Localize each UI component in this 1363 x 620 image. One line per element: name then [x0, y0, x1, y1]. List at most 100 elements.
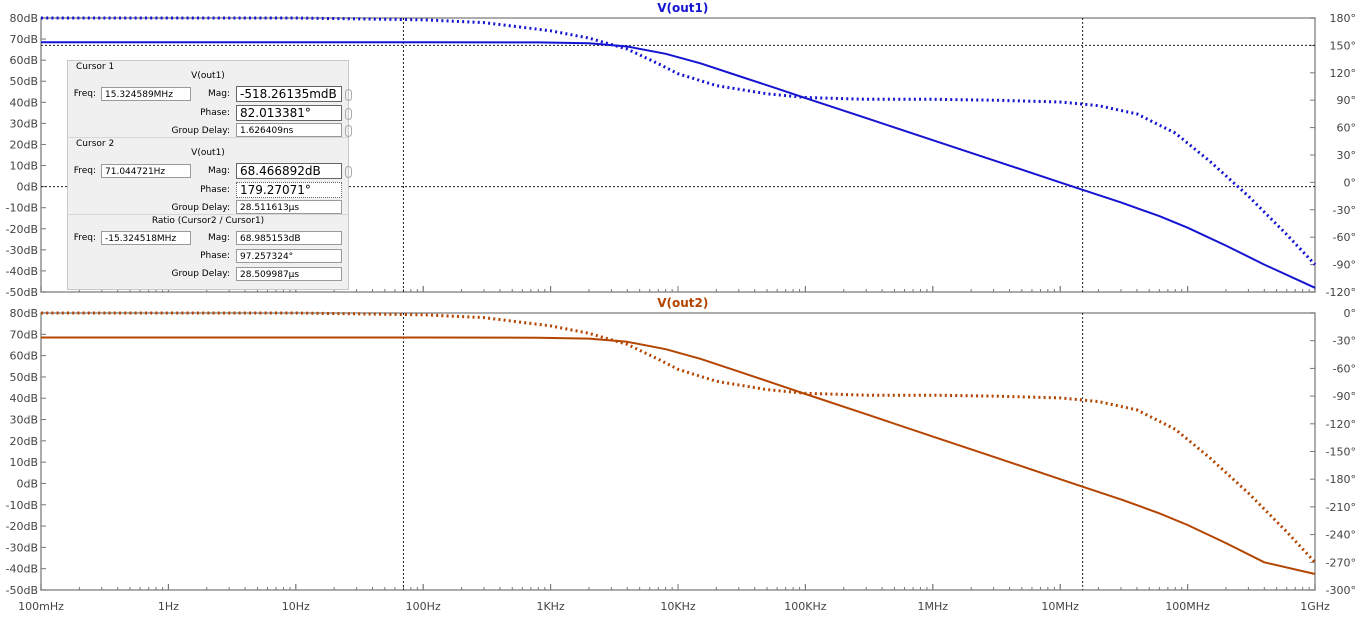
plot-title-1: V(out1) — [657, 1, 708, 15]
ratio-phase-field[interactable]: 97.257324° — [236, 249, 342, 263]
cursor1-mag-radio-icon[interactable] — [345, 89, 352, 101]
ratio-mag-label: Mag: — [207, 233, 230, 243]
cursor1-freq-field[interactable]: 15.324589MHz — [101, 87, 191, 101]
y-left-tick-label: -30dB — [6, 541, 39, 554]
y-right-tick-label: -120° — [1326, 286, 1356, 299]
y-right-tick-label: -60° — [1333, 231, 1356, 244]
y-left-tick-label: -30dB — [6, 244, 39, 257]
cursor1-title: Cursor 1 — [76, 62, 115, 72]
y-left-tick-label: 50dB — [9, 371, 38, 384]
y-left-tick-label: 20dB — [9, 435, 38, 448]
y-right-tick-label: -210° — [1326, 501, 1356, 514]
cursor2-mag-field[interactable]: 68.466892dB — [236, 163, 342, 179]
y-left-tick-label: 80dB — [9, 307, 38, 320]
phase-trace-1 — [41, 16, 1317, 266]
y-right-tick-label: 0° — [1344, 176, 1357, 189]
cursor2-freq-label: Freq: — [73, 166, 96, 176]
y-left-tick-label: -50dB — [6, 286, 39, 299]
x-tick-label: 1Hz — [158, 600, 179, 613]
cursor1-gd-radio-icon[interactable] — [345, 125, 352, 137]
x-tick-label: 1GHz — [1300, 600, 1330, 613]
cursor1-mag-field[interactable]: -518.26135mdB — [236, 86, 342, 102]
y-left-tick-label: -10dB — [6, 202, 39, 215]
y-left-tick-label: 50dB — [9, 75, 38, 88]
y-right-tick-label: 30° — [1337, 149, 1357, 162]
y-left-tick-label: 30dB — [9, 414, 38, 427]
cursor2-gd-label: Group Delay: — [171, 203, 230, 213]
y-left-tick-label: 40dB — [9, 96, 38, 109]
plot-frame-2 — [40, 312, 1316, 591]
cursor2-phase-field[interactable]: 179.27071° — [236, 182, 342, 198]
y-left-tick-label: -50dB — [6, 584, 39, 597]
cursor2-phase-label: Phase: — [200, 185, 230, 195]
cursor1-phase-field[interactable]: 82.013381° — [236, 105, 342, 121]
y-right-tick-label: 60° — [1337, 122, 1357, 135]
cursor2-trace: V(out1) — [191, 148, 225, 158]
y-left-tick-label: 0dB — [16, 477, 38, 490]
x-tick-label: 10KHz — [660, 600, 695, 613]
ratio-mag-field[interactable]: 68.985153dB — [236, 231, 342, 245]
y-right-tick-label: -30° — [1333, 204, 1356, 217]
cursor1-trace: V(out1) — [191, 71, 225, 81]
y-left-tick-label: 70dB — [9, 328, 38, 341]
ratio-title: Ratio (Cursor2 / Cursor1) — [151, 216, 265, 226]
x-tick-label: 100Hz — [406, 600, 441, 613]
phase-trace-2 — [41, 311, 1317, 564]
y-right-tick-label: 0° — [1344, 307, 1357, 320]
cursor1-phase-label: Phase: — [200, 108, 230, 118]
y-left-tick-label: -40dB — [6, 265, 39, 278]
y-right-tick-label: -120° — [1326, 418, 1356, 431]
y-right-tick-label: 150° — [1330, 39, 1357, 52]
y-left-tick-label: 0dB — [16, 181, 38, 194]
ratio-gd-field[interactable]: 28.509987µs — [236, 267, 342, 281]
y-right-tick-label: -180° — [1326, 473, 1356, 486]
ratio-freq-label: Freq: — [73, 233, 96, 243]
y-right-tick-label: 90° — [1337, 94, 1357, 107]
cursor-readout-panel[interactable]: Cursor 1 V(out1) Freq: 15.324589MHz Mag:… — [67, 60, 352, 291]
y-left-tick-label: 30dB — [9, 117, 38, 130]
y-right-tick-label: -90° — [1333, 390, 1356, 403]
cursor1-phase-radio-icon[interactable] — [345, 108, 352, 120]
y-left-tick-label: 80dB — [9, 12, 38, 25]
y-left-tick-label: 70dB — [9, 33, 38, 46]
x-tick-label: 1MHz — [918, 600, 949, 613]
y-right-tick-label: -90° — [1333, 259, 1356, 272]
x-tick-label: 100KHz — [784, 600, 826, 613]
x-tick-label: 100MHz — [1165, 600, 1210, 613]
y-left-tick-label: -40dB — [6, 563, 39, 576]
y-left-tick-label: -20dB — [6, 520, 39, 533]
ratio-freq-field[interactable]: -15.324518MHz — [101, 231, 191, 245]
magnitude-trace-2 — [41, 336, 1316, 575]
y-right-tick-label: -300° — [1326, 584, 1356, 597]
y-left-tick-label: 40dB — [9, 392, 38, 405]
y-right-tick-label: 180° — [1330, 12, 1357, 25]
x-tick-label: 10MHz — [1041, 600, 1079, 613]
y-right-tick-label: -30° — [1333, 335, 1356, 348]
x-tick-label: 1KHz — [536, 600, 564, 613]
x-tick-label: 10Hz — [282, 600, 310, 613]
plot-title-2: V(out2) — [657, 296, 708, 310]
cursor1-section: Cursor 1 V(out1) Freq: 15.324589MHz Mag:… — [68, 61, 352, 138]
x-tick-label: 100mHz — [18, 600, 64, 613]
y-right-tick-label: 120° — [1330, 67, 1357, 80]
ratio-gd-label: Group Delay: — [171, 269, 230, 279]
y-left-tick-label: 20dB — [9, 138, 38, 151]
y-left-tick-label: 10dB — [9, 456, 38, 469]
y-left-tick-label: -20dB — [6, 223, 39, 236]
y-right-tick-label: -240° — [1326, 529, 1356, 542]
cursor1-freq-label: Freq: — [73, 89, 96, 99]
ratio-section: Ratio (Cursor2 / Cursor1) Freq: -15.3245… — [68, 215, 348, 291]
y-left-tick-label: -10dB — [6, 499, 39, 512]
cursor1-mag-label: Mag: — [207, 89, 230, 99]
y-right-tick-label: -270° — [1326, 556, 1356, 569]
y-left-tick-label: 60dB — [9, 350, 38, 363]
cursor2-mag-label: Mag: — [207, 166, 230, 176]
cursor1-gd-field[interactable]: 1.626409ns — [236, 123, 342, 137]
cursor2-freq-field[interactable]: 71.044721Hz — [101, 164, 191, 178]
cursor2-title: Cursor 2 — [76, 139, 115, 149]
cursor2-mag-radio-icon[interactable] — [345, 166, 352, 178]
cursor2-gd-field[interactable]: 28.511613µs — [236, 200, 342, 214]
y-left-tick-label: 60dB — [9, 54, 38, 67]
magnitude-trace-1 — [41, 41, 1316, 289]
